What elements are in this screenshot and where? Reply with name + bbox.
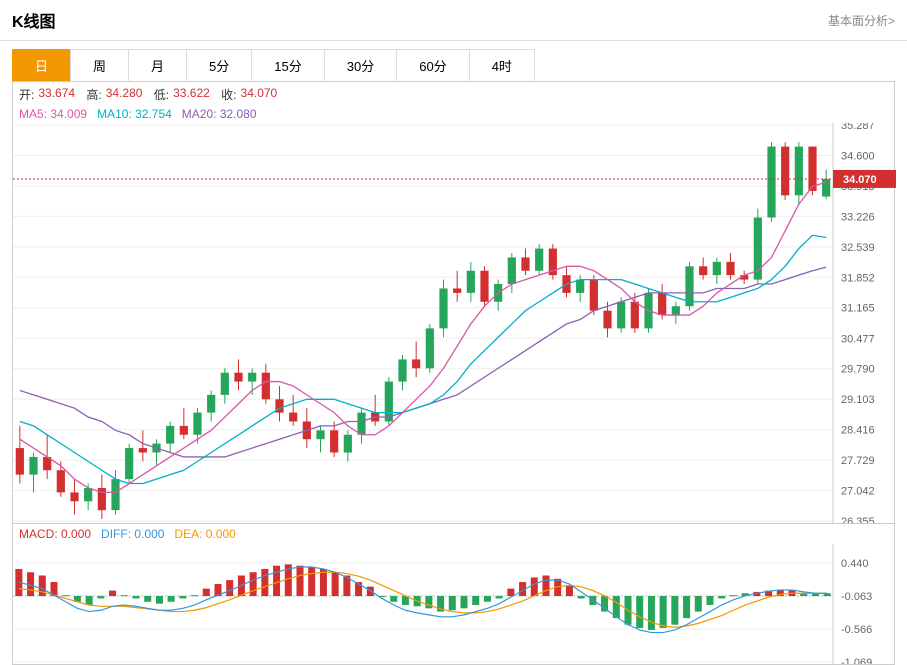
low-value: 33.622 <box>173 86 210 103</box>
diff-label: DIFF: 0.000 <box>101 527 164 541</box>
svg-text:27.729: 27.729 <box>841 455 875 467</box>
ohlc-row: 开: 33.674 高: 34.280 低: 33.622 收: 34.070 <box>13 82 894 107</box>
open-label: 开: <box>19 86 34 103</box>
svg-text:33.226: 33.226 <box>841 211 875 223</box>
tab-月[interactable]: 月 <box>128 49 187 81</box>
dea-label: DEA: 0.000 <box>174 527 235 541</box>
svg-text:29.103: 29.103 <box>841 394 875 406</box>
svg-text:34.070: 34.070 <box>843 174 877 186</box>
macd-chart[interactable]: 0.440 -0.063 -0.566 -1.069 <box>13 544 896 664</box>
tab-30分[interactable]: 30分 <box>324 49 397 81</box>
ma5-label: MA5: 34.009 <box>19 107 87 121</box>
svg-text:34.600: 34.600 <box>841 150 875 162</box>
svg-text:28.416: 28.416 <box>841 425 875 437</box>
svg-text:-0.063: -0.063 <box>841 591 872 603</box>
candlestick-chart[interactable]: 35.28734.60033.91333.22632.53931.85231.1… <box>13 123 896 523</box>
svg-text:31.852: 31.852 <box>841 272 875 284</box>
tab-日[interactable]: 日 <box>12 49 71 81</box>
close-value: 34.070 <box>241 86 278 103</box>
svg-text:31.165: 31.165 <box>841 303 875 315</box>
close-label: 收: <box>221 86 236 103</box>
ma20-label: MA20: 32.080 <box>182 107 257 121</box>
tab-周[interactable]: 周 <box>70 49 129 81</box>
timeframe-tabs: 日周月5分15分30分60分4时 <box>0 41 907 81</box>
svg-text:-1.069: -1.069 <box>841 657 872 664</box>
svg-text:35.287: 35.287 <box>841 123 875 132</box>
low-label: 低: <box>154 86 169 103</box>
svg-text:30.477: 30.477 <box>841 333 875 345</box>
ma-row: MA5: 34.009 MA10: 32.754 MA20: 32.080 <box>13 107 894 123</box>
tab-60分[interactable]: 60分 <box>396 49 469 81</box>
chart-title: K线图 <box>12 8 56 32</box>
tab-4时[interactable]: 4时 <box>469 49 535 81</box>
ma10-label: MA10: 32.754 <box>97 107 172 121</box>
open-value: 33.674 <box>38 86 75 103</box>
high-value: 34.280 <box>106 86 143 103</box>
svg-text:27.042: 27.042 <box>841 486 875 498</box>
high-label: 高: <box>86 86 101 103</box>
svg-text:29.790: 29.790 <box>841 364 875 376</box>
macd-label: MACD: 0.000 <box>19 527 91 541</box>
fundamental-analysis-link[interactable]: 基本面分析> <box>828 12 895 29</box>
svg-text:32.539: 32.539 <box>841 242 875 254</box>
svg-text:0.440: 0.440 <box>841 558 869 570</box>
tab-15分[interactable]: 15分 <box>251 49 324 81</box>
svg-text:26.355: 26.355 <box>841 516 875 523</box>
tab-5分[interactable]: 5分 <box>186 49 252 81</box>
svg-text:-0.566: -0.566 <box>841 624 872 636</box>
macd-labels: MACD: 0.000 DIFF: 0.000 DEA: 0.000 <box>13 524 894 544</box>
